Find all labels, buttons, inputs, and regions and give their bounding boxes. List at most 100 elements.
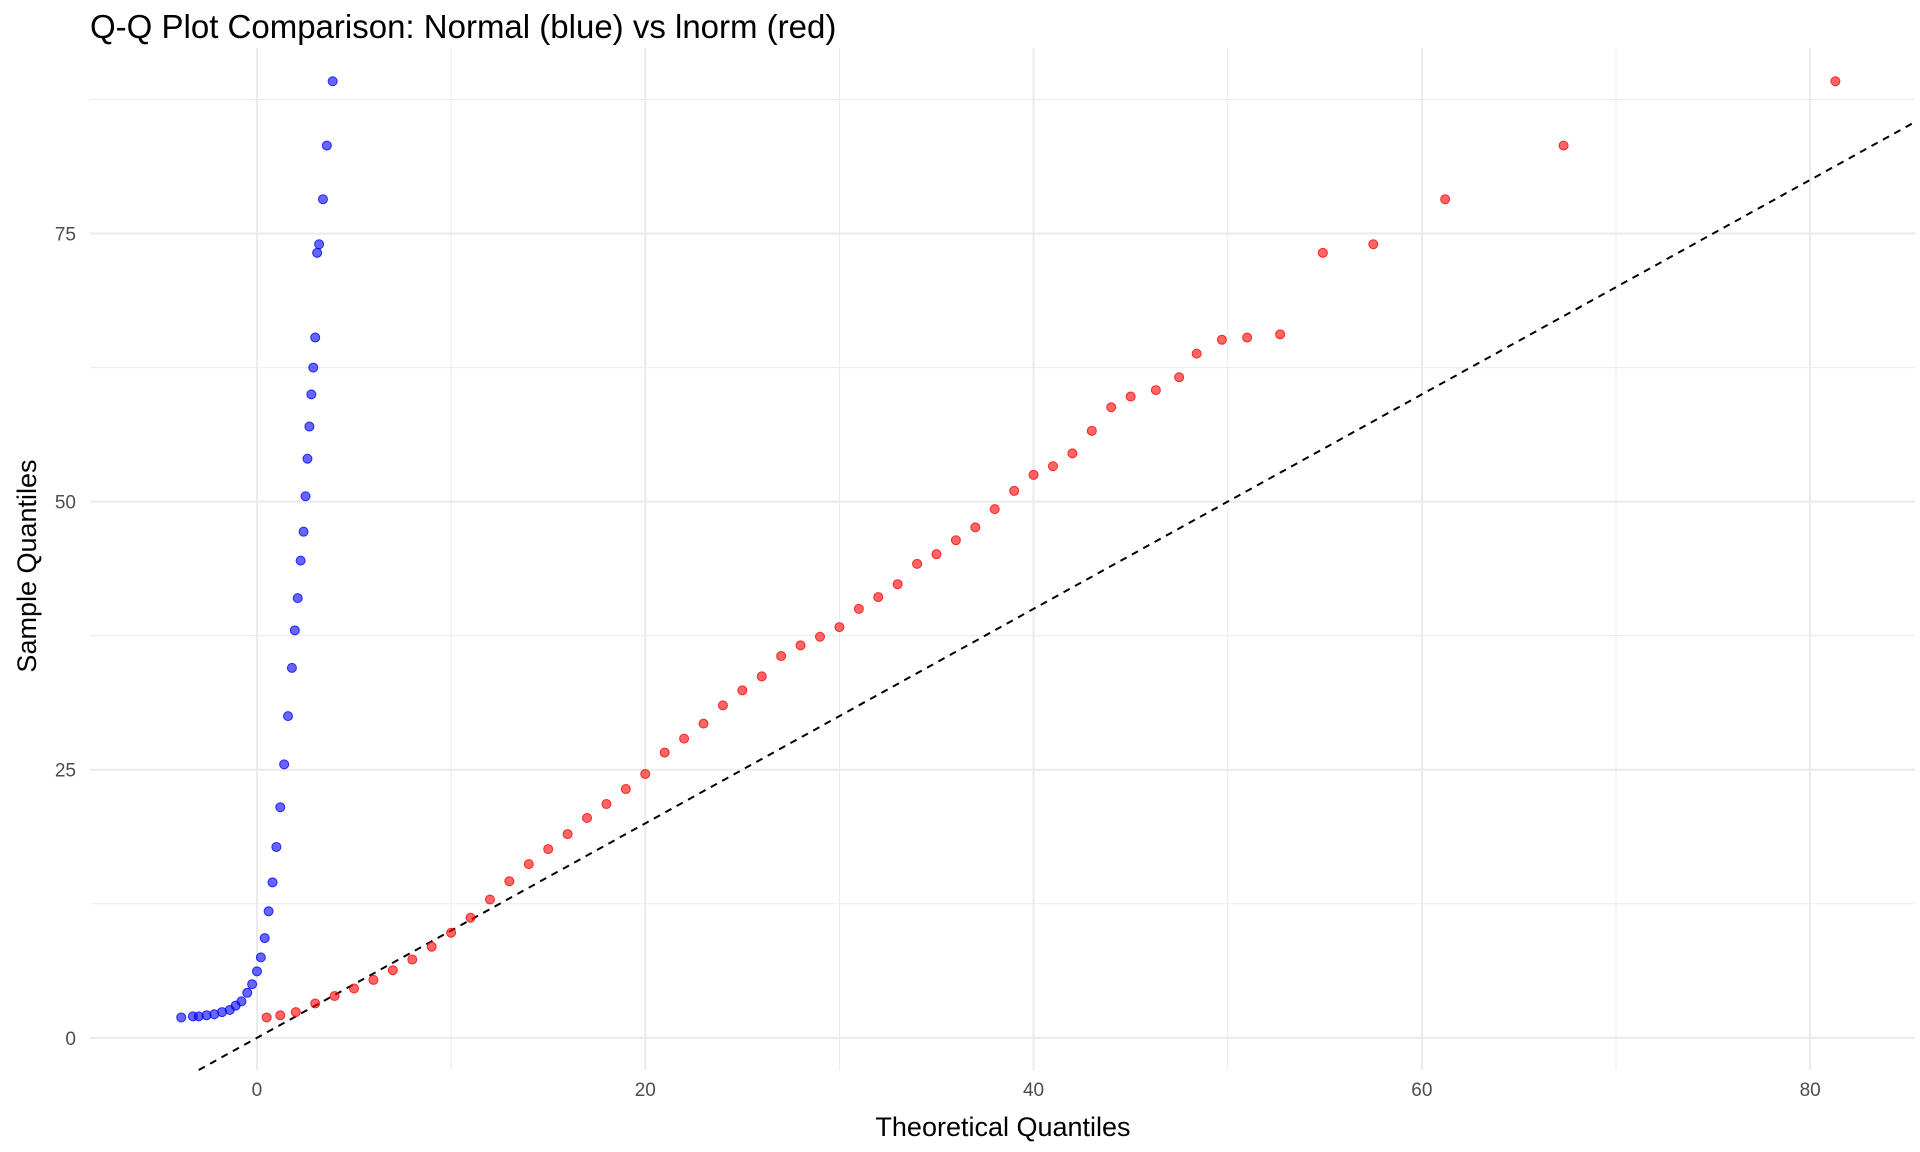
x-tick-label: 20 — [635, 1080, 656, 1101]
data-point — [1028, 469, 1039, 480]
x-tick-label: 80 — [1800, 1080, 1821, 1101]
tick-labels-layer: 0 20 40 60 80 0 25 50 75 — [55, 225, 1821, 1101]
data-point — [465, 912, 476, 923]
series-1 — [261, 76, 1841, 1023]
data-point — [407, 954, 418, 965]
data-point — [295, 555, 306, 566]
data-point — [1242, 332, 1253, 343]
data-point — [304, 421, 315, 432]
data-point — [267, 877, 278, 888]
data-point — [1368, 239, 1379, 250]
y-axis-title: Sample Quantiles — [12, 459, 42, 672]
data-point — [1440, 194, 1451, 205]
reference-line-layer — [198, 121, 1916, 1071]
data-point — [302, 453, 313, 464]
data-point — [1275, 329, 1286, 340]
data-point — [931, 549, 942, 560]
data-point — [562, 829, 573, 840]
data-point — [1216, 334, 1227, 345]
reference-line — [198, 121, 1916, 1071]
data-point — [255, 952, 266, 963]
chart-title: Q-Q Plot Comparison: Normal (blue) vs ln… — [90, 8, 837, 45]
y-tick-label: 25 — [55, 761, 76, 782]
data-point — [426, 941, 437, 952]
data-point — [176, 1012, 187, 1023]
data-point — [815, 631, 825, 642]
data-point — [698, 718, 709, 729]
data-point — [321, 140, 332, 151]
data-point — [1558, 140, 1569, 151]
data-point — [263, 906, 274, 917]
data-point — [1009, 485, 1020, 496]
data-point — [1150, 385, 1161, 396]
data-point — [247, 979, 258, 990]
data-point — [387, 965, 398, 976]
data-point — [279, 759, 290, 770]
data-point — [1106, 402, 1117, 413]
data-point — [679, 733, 690, 744]
data-point — [242, 987, 253, 998]
data-point — [912, 558, 923, 569]
data-point — [640, 769, 651, 780]
data-point — [259, 933, 270, 944]
data-point — [290, 1007, 301, 1018]
data-point — [1830, 76, 1841, 87]
data-point — [310, 998, 321, 1009]
data-point — [504, 876, 515, 887]
data-point — [484, 894, 495, 905]
data-point — [853, 603, 864, 614]
data-point — [327, 76, 338, 87]
data-point — [310, 332, 321, 343]
data-point — [286, 662, 297, 673]
data-point — [970, 522, 981, 533]
data-point — [261, 1012, 272, 1023]
data-point — [271, 841, 282, 852]
data-point — [873, 592, 884, 603]
data-point — [620, 784, 631, 795]
data-point — [308, 362, 319, 373]
data-point — [1047, 461, 1058, 472]
data-point — [1317, 247, 1328, 258]
x-axis-title: Theoretical Quantiles — [875, 1112, 1130, 1142]
data-point — [601, 799, 612, 810]
data-point — [1086, 425, 1097, 436]
grid-lines — [90, 48, 1915, 1070]
series-0 — [176, 76, 338, 1023]
data-point — [756, 671, 767, 682]
data-point — [329, 991, 340, 1002]
data-point — [776, 651, 787, 662]
data-point — [312, 247, 323, 258]
data-point — [289, 625, 300, 636]
data-point — [275, 1010, 286, 1021]
data-point — [1191, 348, 1202, 359]
data-point — [892, 579, 903, 590]
data-point — [236, 996, 247, 1007]
data-point — [795, 640, 806, 651]
data-point — [283, 711, 294, 722]
data-point — [950, 535, 961, 546]
data-point — [446, 927, 457, 938]
data-point — [306, 389, 317, 400]
data-point — [251, 966, 262, 977]
data-point — [314, 239, 325, 250]
data-point — [300, 491, 311, 502]
y-tick-label: 75 — [55, 225, 76, 246]
data-point — [298, 526, 309, 537]
data-point — [659, 747, 670, 758]
data-point — [292, 593, 303, 604]
x-tick-label: 0 — [252, 1080, 263, 1101]
y-tick-label: 0 — [65, 1029, 76, 1050]
data-point — [275, 802, 286, 813]
data-point — [368, 974, 379, 985]
x-tick-label: 40 — [1023, 1080, 1044, 1101]
data-point — [543, 844, 554, 855]
data-point — [1125, 391, 1136, 402]
data-point — [1067, 448, 1078, 459]
x-tick-label: 60 — [1411, 1080, 1432, 1101]
y-tick-label: 50 — [55, 493, 76, 514]
data-point — [989, 504, 1000, 515]
data-point — [717, 700, 728, 711]
data-point — [737, 685, 748, 696]
